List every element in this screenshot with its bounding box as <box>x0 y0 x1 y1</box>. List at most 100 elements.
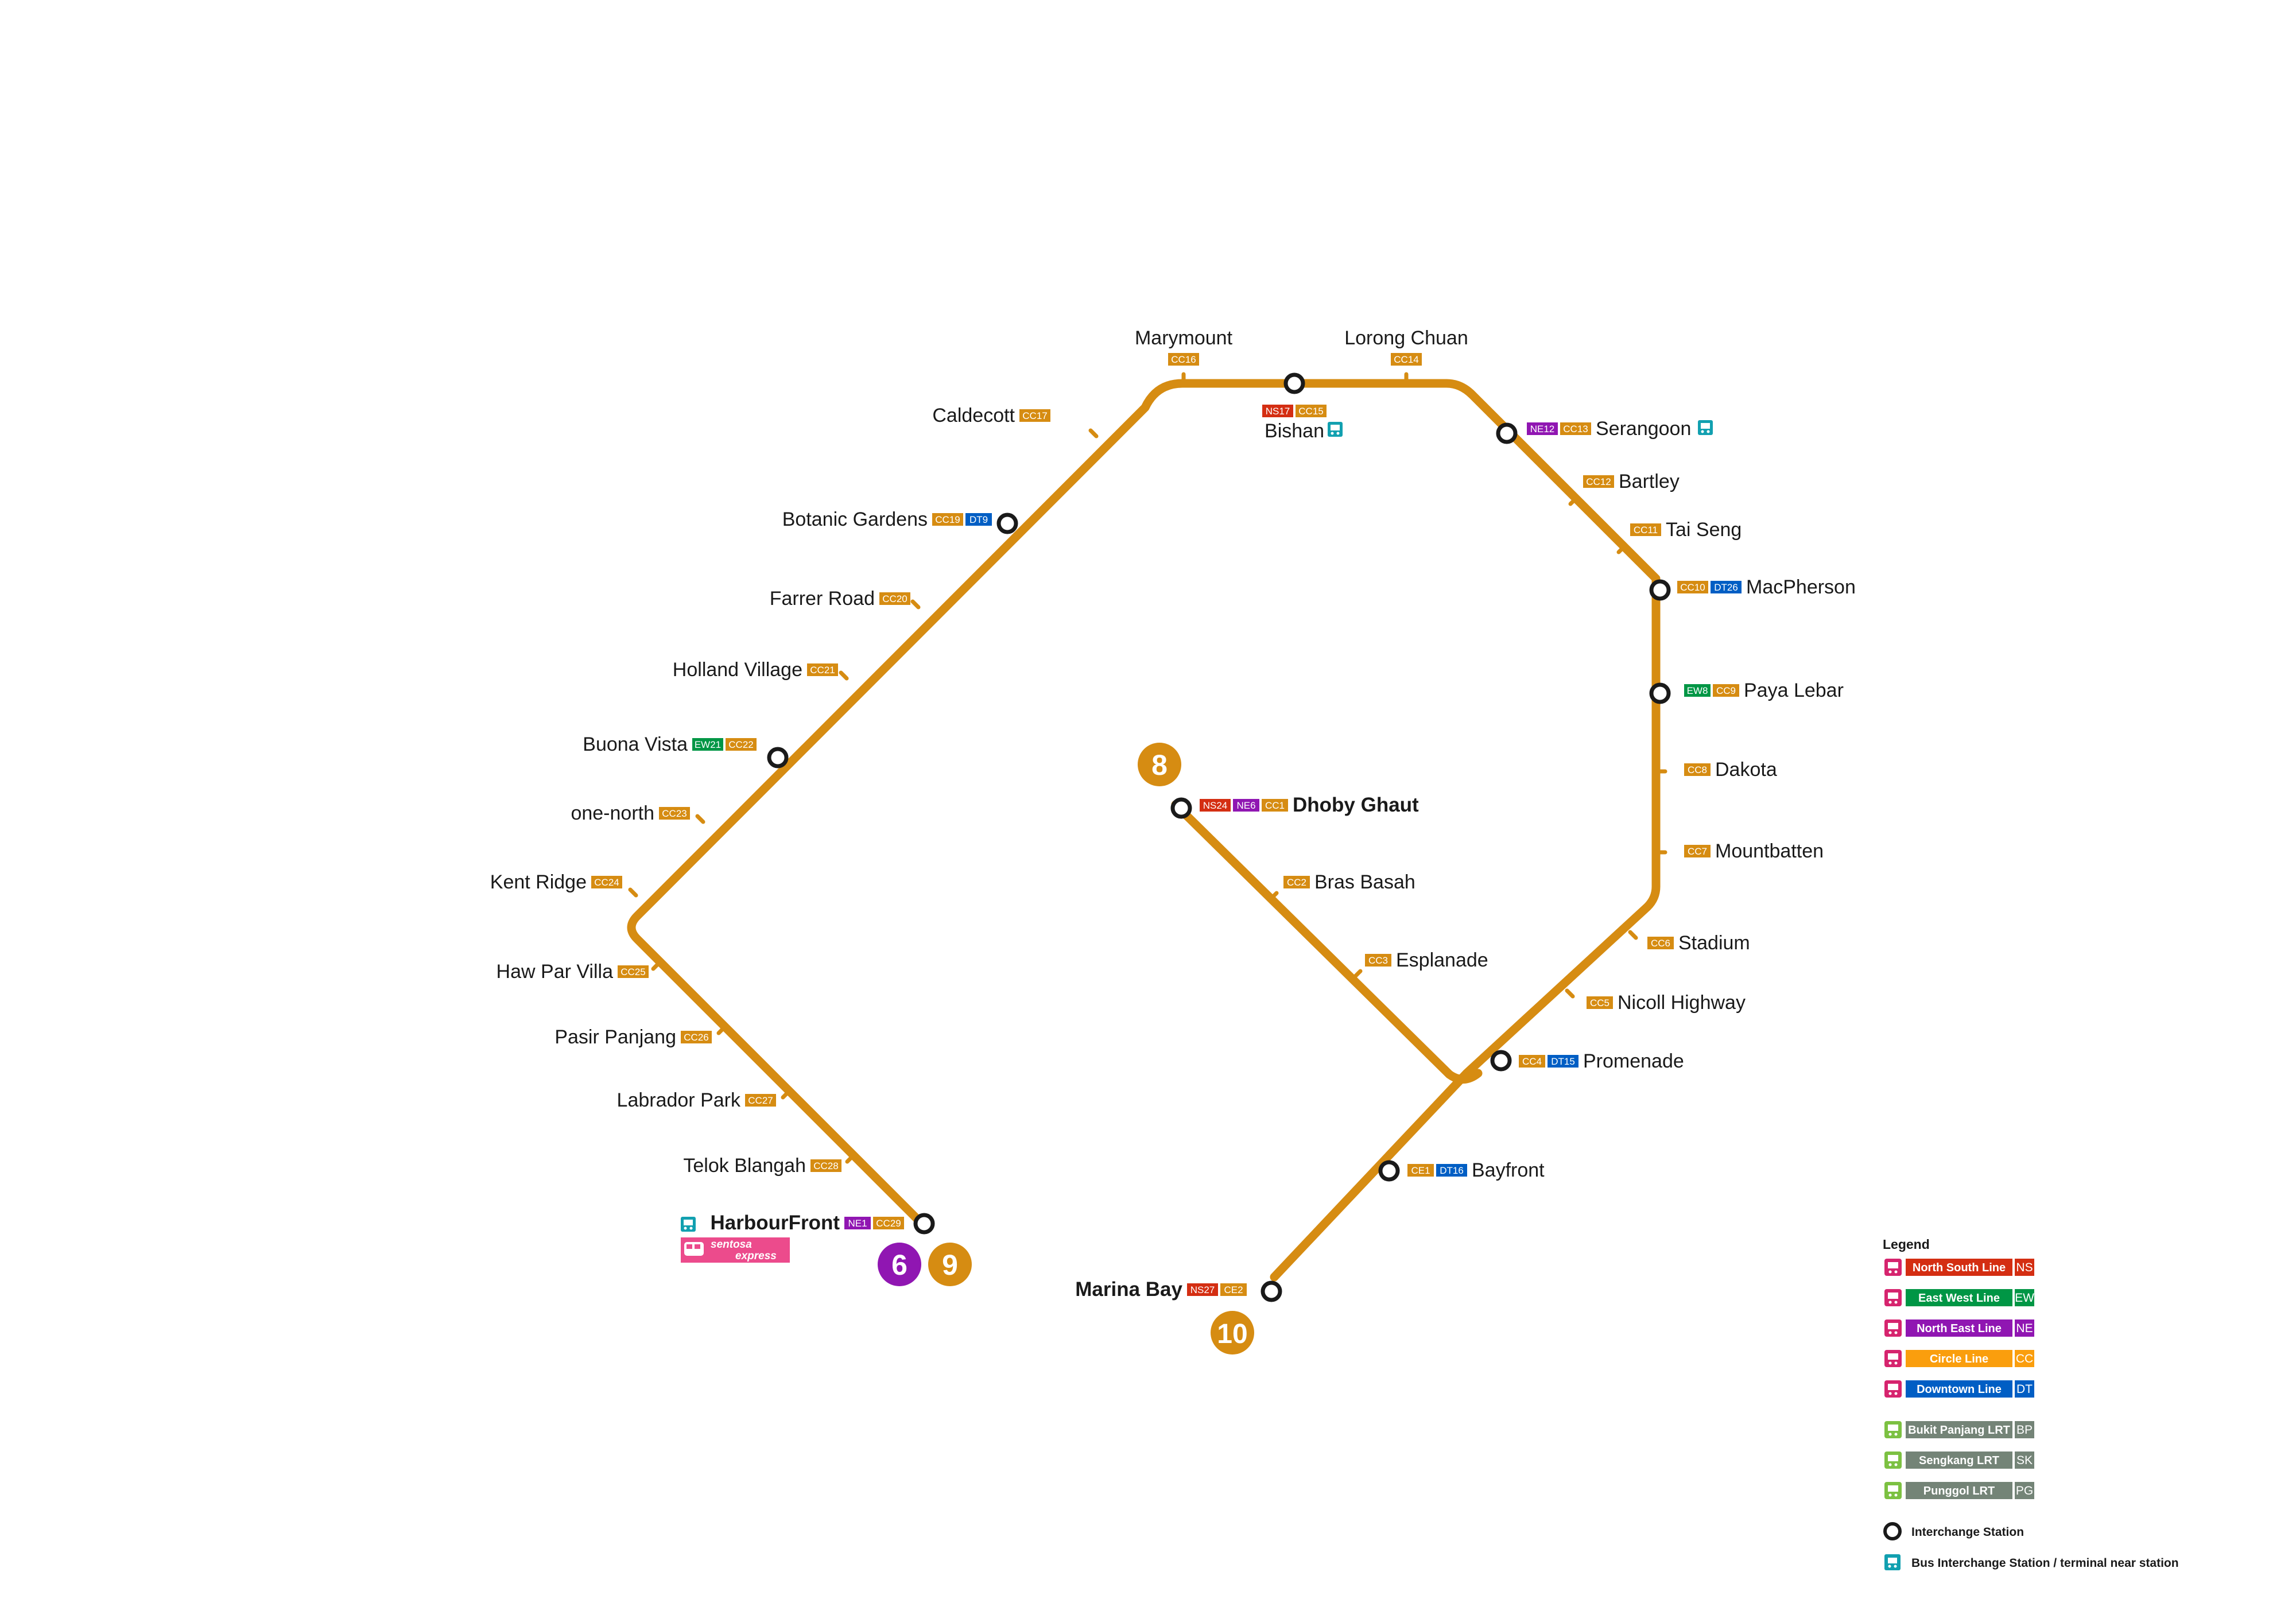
interchange-marina-bay[interactable] <box>1261 1280 1282 1302</box>
line-code-text: NE1 <box>848 1218 867 1229</box>
legend-line-list: North South Line NS East West Line EW North … <box>1884 1259 2034 1499</box>
station-name: Farrer Road <box>770 588 875 610</box>
line-code-text: CC17 <box>1022 410 1047 421</box>
station-name: Paya Lebar <box>1744 680 1844 701</box>
station-name: Buona Vista <box>583 733 688 755</box>
legend-line-name: Punggol LRT <box>1923 1485 1995 1497</box>
station-labrador-park[interactable]: CC27 Labrador Park <box>617 1089 776 1111</box>
station-pasir-panjang[interactable]: CC26 Pasir Panjang <box>554 1026 712 1048</box>
line-code-text: DT9 <box>969 514 988 525</box>
mrt-train-icon <box>1884 1350 1902 1367</box>
station-serangoon[interactable]: NE12 CC13 Serangoon <box>1527 418 1691 440</box>
station-name: Haw Par Villa <box>497 961 614 983</box>
station-holland-village[interactable]: CC21 Holland Village <box>673 659 838 681</box>
station-haw-par-villa[interactable]: CC25 Haw Par Villa <box>497 961 649 983</box>
station-lorong-chuan[interactable]: Lorong Chuan CC14 <box>1344 327 1468 366</box>
station-name: Serangoon <box>1596 418 1691 440</box>
legend-row-dt: Downtown Line DT <box>1884 1380 2034 1398</box>
legend-row-cc: Circle Line CC <box>1884 1350 2034 1367</box>
line-code-text: CC5 <box>1590 998 1609 1008</box>
mrt-train-icon <box>1884 1319 1902 1337</box>
line-code-text: NS17 <box>1266 406 1290 417</box>
line-code-text: CC22 <box>728 739 753 750</box>
marker-9-label: 9 <box>942 1249 958 1281</box>
station-name: Dakota <box>1715 759 1777 781</box>
station-harbourfront[interactable]: NE1 CC29 HarbourFront <box>710 1212 904 1234</box>
station-name: Lorong Chuan <box>1344 327 1468 349</box>
station-kent-ridge[interactable]: CC24 Kent Ridge <box>490 871 622 893</box>
line-code-badge: CC11 <box>1630 523 1661 536</box>
station-tai-seng[interactable]: CC11 Tai Seng <box>1630 519 1742 541</box>
track-lines <box>627 379 1661 1282</box>
tick-telok-blangah <box>845 1154 855 1164</box>
line-code-text: CC28 <box>813 1161 838 1171</box>
tick-nicoll-highway <box>1565 988 1575 999</box>
tick-stadium <box>1628 930 1638 940</box>
line-code-text: EW21 <box>695 739 721 750</box>
interchange-bayfront[interactable] <box>1378 1160 1400 1182</box>
legend-line-name: Circle Line <box>1930 1353 1988 1365</box>
line-code-text: CC23 <box>662 808 687 819</box>
station-dhoby-ghaut[interactable]: NS24 NE6 CC1 Dhoby Ghaut <box>1200 794 1419 816</box>
station-botanic-gardens[interactable]: CC19 DT9 Botanic Gardens <box>782 509 992 530</box>
line-code-text: CC8 <box>1688 764 1707 775</box>
station-esplanade[interactable]: CC3 Esplanade <box>1365 949 1488 971</box>
station-telok-blangah[interactable]: CC28 Telok Blangah <box>683 1155 841 1177</box>
station-bayfront[interactable]: CE1 DT16 Bayfront <box>1407 1159 1545 1181</box>
station-bishan[interactable]: NS17 CC15 Bishan <box>1262 405 1327 442</box>
legend-row-ew: East West Line EW <box>1884 1289 2034 1306</box>
station-nicoll-highway[interactable]: CC5 Nicoll Highway <box>1587 992 1746 1014</box>
line-code-badge: CC24 <box>591 876 622 888</box>
interchange-harbourfront[interactable] <box>913 1213 935 1235</box>
station-name: Bishan <box>1265 420 1324 442</box>
station-name: Marina Bay <box>1075 1278 1182 1301</box>
legend-line-code: EW <box>2015 1291 2034 1305</box>
line-code-badge: CC28 <box>810 1159 841 1172</box>
interchange-buona-vista[interactable] <box>767 747 789 769</box>
interchange-promenade[interactable] <box>1490 1050 1512 1072</box>
station-name: Stadium <box>1678 932 1750 954</box>
interchange-paya-lebar[interactable] <box>1649 682 1671 704</box>
station-buona-vista[interactable]: EW21 CC22 Buona Vista <box>583 733 757 755</box>
line-code-text: CC16 <box>1171 354 1196 365</box>
station-name: Nicoll Highway <box>1618 992 1746 1014</box>
legend-line-code: SK <box>2016 1454 2033 1467</box>
station-promenade[interactable]: CC4 DT15 Promenade <box>1519 1050 1684 1072</box>
line-code-badge: DT26 <box>1711 581 1742 593</box>
line-code-text: CC20 <box>882 593 907 604</box>
line-code-text: CC10 <box>1680 582 1705 593</box>
station-marina-bay[interactable]: NS27 CE2 Marina Bay <box>1075 1278 1247 1301</box>
line-code-badge: DT16 <box>1436 1164 1467 1177</box>
station-caldecott[interactable]: CC17 Caldecott <box>932 405 1050 426</box>
legend-interchange: Interchange Station <box>1883 1522 2024 1540</box>
tick-caldecott <box>1088 428 1099 438</box>
interchange-circles <box>767 372 1671 1302</box>
interchange-dhoby-ghaut[interactable] <box>1170 797 1192 819</box>
station-paya-lebar[interactable]: EW8 CC9 Paya Lebar <box>1684 680 1844 701</box>
station-bras-basah[interactable]: CC2 Bras Basah <box>1283 871 1415 893</box>
station-name: Marymount <box>1135 327 1233 349</box>
interchange-macpherson[interactable] <box>1649 579 1671 601</box>
legend-bus: Bus Interchange Station / terminal near … <box>1884 1554 2179 1570</box>
line-code-text: CC3 <box>1368 955 1388 966</box>
interchange-botanic-gardens[interactable] <box>996 513 1018 534</box>
station-mountbatten[interactable]: CC7 Mountbatten <box>1684 840 1824 862</box>
station-farrer-road[interactable]: CC20 Farrer Road <box>770 588 910 610</box>
station-macpherson[interactable]: CC10 DT26 MacPherson <box>1677 576 1856 598</box>
line-code-text: DT16 <box>1440 1165 1464 1176</box>
station-bartley[interactable]: CC12 Bartley <box>1583 471 1680 492</box>
station-one-north[interactable]: CC23 one-north <box>571 802 690 824</box>
line-code-text: CC9 <box>1716 685 1736 696</box>
line-code-badge: CC29 <box>873 1217 904 1229</box>
interchange-bishan[interactable] <box>1283 372 1305 394</box>
legend-line-name: Bukit Panjang LRT <box>1908 1424 2010 1437</box>
station-name: one-north <box>571 802 654 824</box>
mrt-train-icon <box>1884 1380 1902 1398</box>
station-dakota[interactable]: CC8 Dakota <box>1684 759 1777 781</box>
line-code-badge: CC6 <box>1647 937 1674 949</box>
station-stadium[interactable]: CC6 Stadium <box>1647 932 1750 954</box>
station-marymount[interactable]: Marymount CC16 <box>1135 327 1233 366</box>
interchange-serangoon[interactable] <box>1496 422 1518 444</box>
line-code-text: DT26 <box>1714 582 1738 593</box>
line-code-badge: CC9 <box>1713 684 1739 697</box>
